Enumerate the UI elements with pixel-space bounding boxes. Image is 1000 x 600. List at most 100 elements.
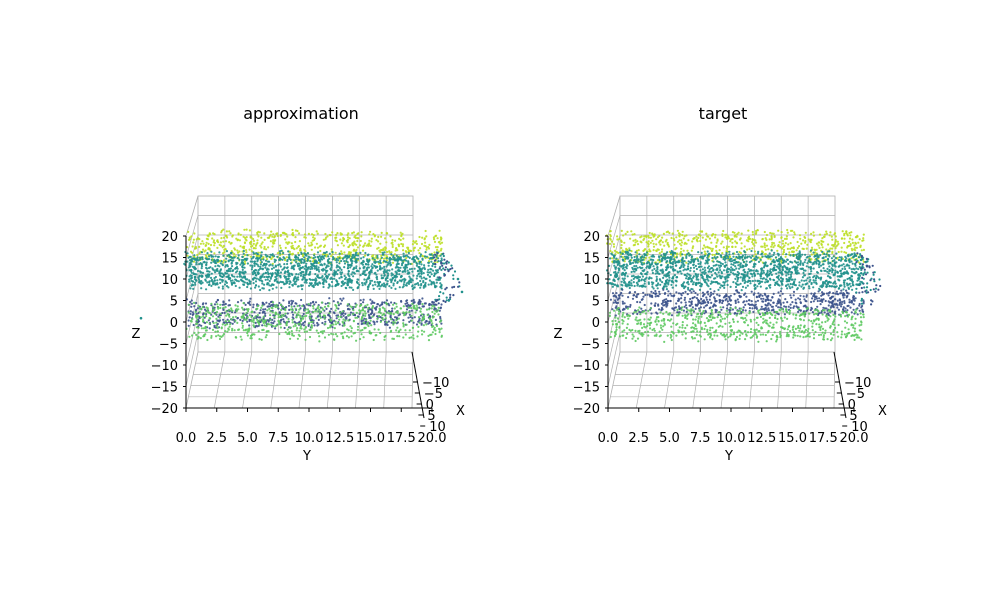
scatter-point xyxy=(772,232,775,235)
scatter-point xyxy=(371,306,374,309)
scatter-point xyxy=(194,276,197,279)
scatter-point xyxy=(402,252,405,255)
scatter-point xyxy=(843,241,846,245)
scatter-point xyxy=(304,326,307,329)
scatter-point xyxy=(405,259,408,262)
scatter-point xyxy=(300,272,303,275)
scatter-point xyxy=(370,265,373,268)
scatter-point xyxy=(212,321,215,325)
scatter-point xyxy=(263,238,266,241)
scatter-point xyxy=(336,244,339,247)
scatter-point xyxy=(261,301,264,304)
scatter-point xyxy=(711,233,714,236)
scatter-point xyxy=(410,336,413,339)
scatter-point xyxy=(249,280,252,283)
scatter-point xyxy=(415,256,419,259)
scatter-point xyxy=(207,283,211,287)
scatter-point xyxy=(189,287,192,290)
scatter-point xyxy=(658,234,661,237)
scatter-point xyxy=(220,237,223,240)
scatter-point xyxy=(408,311,411,314)
scatter-point xyxy=(259,316,262,319)
scatter-point xyxy=(268,284,271,287)
scatter-point xyxy=(252,306,255,309)
scatter-point xyxy=(361,272,364,275)
scatter-point xyxy=(355,265,358,268)
scatter-point xyxy=(703,244,706,247)
scatter-point xyxy=(422,305,425,308)
scatter-point xyxy=(747,268,750,271)
scatter-point xyxy=(404,333,407,336)
scatter-point xyxy=(303,258,306,262)
scatter-point xyxy=(763,253,766,256)
scatter-point xyxy=(213,258,216,261)
scatter-point xyxy=(810,282,813,286)
scatter-point xyxy=(284,309,287,312)
scatter-point xyxy=(284,276,287,279)
scatter-point xyxy=(358,267,361,270)
scatter-point xyxy=(436,237,439,240)
scatter-point xyxy=(262,256,265,259)
scatter-point xyxy=(357,278,360,281)
scatter-point xyxy=(362,298,365,301)
scatter-point xyxy=(357,237,360,240)
scatter-point xyxy=(418,252,421,255)
scatter-point xyxy=(342,318,345,321)
scatter-point xyxy=(350,335,353,338)
scatter-point xyxy=(284,331,287,334)
scatter-point xyxy=(814,249,817,252)
scatter-point xyxy=(773,235,776,239)
scatter-point xyxy=(342,321,345,324)
scatter-point xyxy=(299,249,302,252)
scatter-point xyxy=(413,246,416,249)
scatter-point xyxy=(799,237,802,240)
scatter-point xyxy=(629,237,632,240)
scatter-point xyxy=(724,261,727,264)
scatter-point xyxy=(279,275,282,278)
scatter-point xyxy=(241,319,244,322)
scatter-point xyxy=(377,260,380,263)
scatter-point xyxy=(739,266,742,269)
scatter-point xyxy=(379,312,382,315)
scatter-point xyxy=(201,256,204,259)
scatter-point xyxy=(195,319,199,322)
scatter-point xyxy=(195,261,198,264)
scatter-point xyxy=(233,281,236,284)
scatter-point xyxy=(421,333,424,336)
scatter-point xyxy=(314,282,317,285)
scatter-point xyxy=(372,233,375,236)
scatter-point xyxy=(277,323,281,326)
scatter-point xyxy=(245,251,248,254)
scatter-point xyxy=(644,235,648,238)
scatter-point xyxy=(194,245,197,249)
scatter-point xyxy=(764,278,767,281)
scatter-point xyxy=(838,279,841,282)
scatter-point xyxy=(834,256,838,260)
scatter-point xyxy=(311,267,314,270)
scatter-point xyxy=(202,319,205,322)
scatter-point xyxy=(322,238,325,241)
scatter-point xyxy=(304,338,307,341)
scatter-point xyxy=(433,274,436,277)
scatter-point xyxy=(352,268,355,271)
scatter-point xyxy=(834,241,837,244)
scatter-point xyxy=(373,280,376,284)
scatter-point xyxy=(220,231,223,234)
scatter-point xyxy=(213,241,216,245)
scatter-point xyxy=(198,252,201,255)
scatter-point xyxy=(314,283,317,286)
scatter-point xyxy=(335,233,338,236)
scatter-point xyxy=(664,240,667,243)
scatter-point xyxy=(231,327,234,330)
scatter-point xyxy=(292,325,295,328)
scatter-point xyxy=(736,270,739,274)
scatter-point xyxy=(192,241,195,244)
scatter-point xyxy=(295,315,298,318)
scatter-point xyxy=(268,256,272,259)
scatter-point xyxy=(358,244,362,247)
scatter-point xyxy=(402,283,405,286)
scatter-point xyxy=(412,257,415,260)
scatter-point xyxy=(710,267,713,270)
scatter-point xyxy=(224,280,227,283)
scatter-point xyxy=(270,257,273,260)
